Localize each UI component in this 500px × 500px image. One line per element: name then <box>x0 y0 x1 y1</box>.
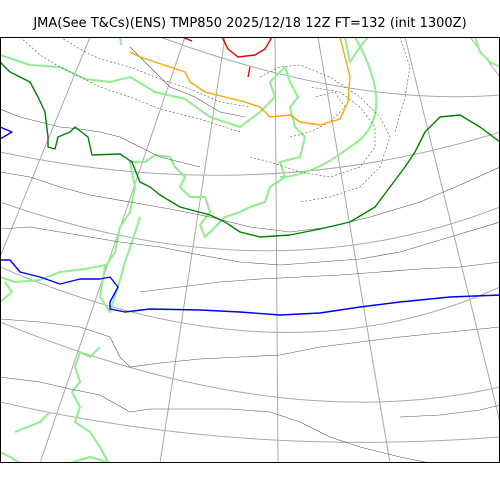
meridian-line <box>317 37 391 463</box>
isotherm-dotted-line <box>59 37 251 108</box>
meridian-line <box>404 37 500 423</box>
meridian-line <box>274 37 279 463</box>
coastline <box>0 264 106 283</box>
coastline <box>279 37 378 178</box>
coastline <box>119 37 122 46</box>
latitude-arc <box>0 321 500 403</box>
coastline <box>0 54 306 313</box>
isotherm-dotted-line <box>394 37 411 133</box>
coastline <box>71 346 109 463</box>
isotherm-dotted-layer <box>19 37 411 203</box>
isotherm-line <box>0 108 201 168</box>
isotherm-orange <box>129 37 351 126</box>
coastline <box>14 411 51 433</box>
isotherm-line <box>0 376 431 463</box>
map-panel <box>0 37 500 463</box>
isotherm-line <box>0 318 500 368</box>
coastline <box>474 37 500 68</box>
coastline-layer <box>0 37 500 463</box>
latitude-arc <box>0 131 500 176</box>
isotherm-layer <box>0 46 500 463</box>
meridian-line <box>159 37 226 463</box>
graticule-layer <box>0 37 500 463</box>
isotherm-blue <box>0 259 500 316</box>
isotherm-dotted-line <box>249 86 376 178</box>
latitude-arc <box>0 266 500 333</box>
isotherm-line <box>399 404 500 418</box>
coastline <box>344 37 369 63</box>
isotherm-line <box>0 221 500 266</box>
coastline <box>0 281 13 303</box>
coastline <box>0 451 21 463</box>
coastline <box>69 456 111 463</box>
isotherm-blue <box>0 126 13 140</box>
isotherm-line <box>0 166 500 233</box>
isotherm-red <box>221 37 273 58</box>
isotherm-line <box>139 261 500 293</box>
latitude-arc <box>0 401 500 443</box>
isotherm-red <box>247 66 251 78</box>
isotherm-green <box>0 61 500 238</box>
latitude-arc <box>159 37 500 98</box>
isotherm-dotted-line <box>289 91 346 138</box>
meridian-line <box>39 37 186 463</box>
isotherm-line <box>129 46 246 118</box>
map-title: JMA(See T&Cs)(ENS) TMP850 2025/12/18 12Z… <box>33 16 467 31</box>
latitude-arc <box>0 201 500 252</box>
isotherm-0c-layer <box>0 37 500 316</box>
